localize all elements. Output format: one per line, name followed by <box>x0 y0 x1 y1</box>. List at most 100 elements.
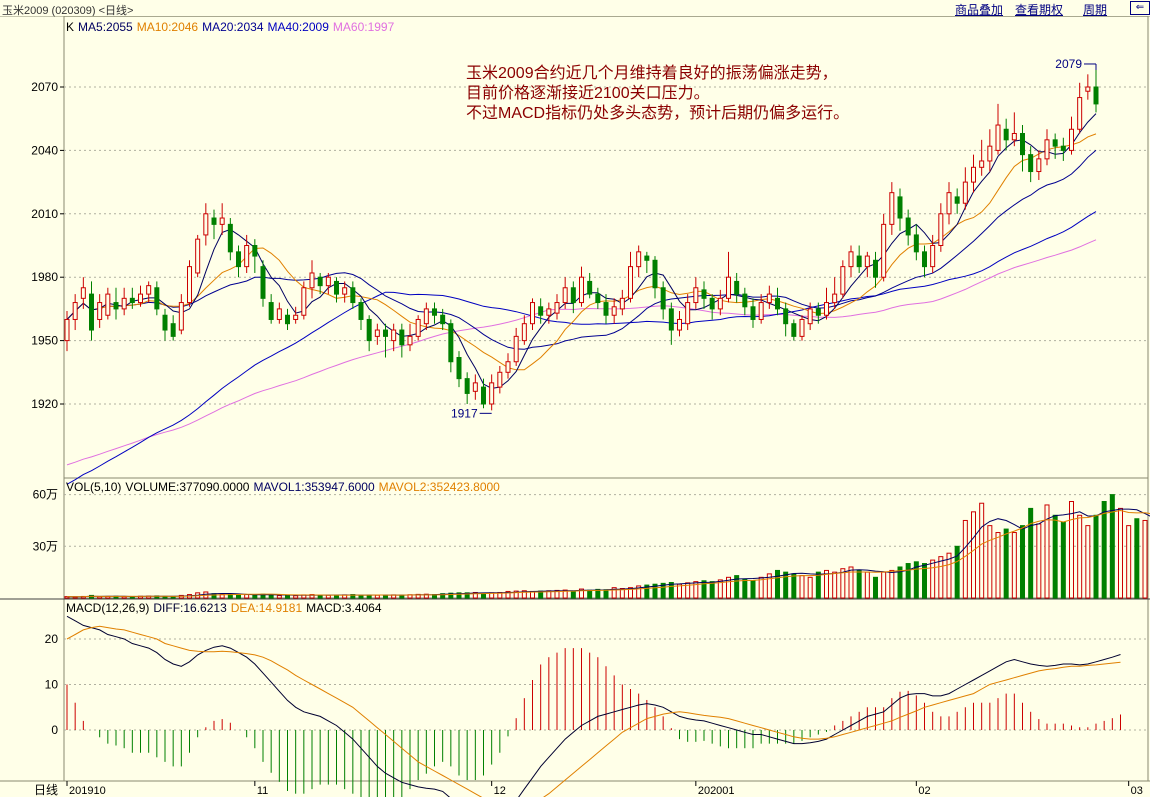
candle-body <box>644 255 650 261</box>
volume-bar <box>595 588 601 599</box>
candle-body <box>236 251 241 268</box>
candle-body <box>971 166 976 183</box>
price-tick-label: 1980 <box>31 270 58 284</box>
candle-body <box>317 276 323 287</box>
volume-bar <box>824 569 829 599</box>
candle-body <box>881 223 887 278</box>
candle-body <box>391 329 397 342</box>
volume-bar <box>636 585 642 599</box>
candle-body <box>170 323 176 337</box>
legends: K MA5:2055 MA10:2046 MA20:2034 MA40:2009 MA60… <box>66 20 500 615</box>
volume-bar <box>693 581 699 599</box>
view-options-link[interactable]: 查看期权 <box>1015 3 1064 17</box>
volume-bar <box>1011 532 1017 599</box>
volume-bar <box>962 519 968 599</box>
volume-bar <box>619 588 625 599</box>
back-arrow-icon[interactable]: ⇐ <box>1130 1 1150 15</box>
candle-body <box>187 266 192 304</box>
overlay-commodity-link[interactable]: 商品叠加 <box>955 3 1004 17</box>
candle-body <box>448 323 454 363</box>
candle-body <box>799 318 805 337</box>
candle-body <box>423 308 429 325</box>
candle-body <box>579 276 584 304</box>
candle-body <box>889 192 895 225</box>
chart-title: 玉米2009 (020309) <日线> <box>2 5 134 17</box>
volume-bar <box>1036 523 1042 599</box>
candle-body <box>775 297 780 310</box>
volume-bar <box>1134 518 1140 599</box>
volume-bar <box>1077 514 1083 599</box>
candle-body <box>685 302 691 325</box>
macd-legend-item: MACD(12,26,9) <box>66 601 149 615</box>
volume-bar <box>244 594 250 599</box>
candle-body <box>268 302 274 320</box>
candle-body <box>562 287 568 304</box>
candle-body <box>897 196 903 219</box>
candle-body <box>138 293 143 304</box>
volume-bar <box>611 587 617 599</box>
volume-bar <box>864 571 870 599</box>
candle-body <box>1085 86 1091 92</box>
volume-bar <box>766 573 772 599</box>
macd-legend-item: DEA:14.9181 <box>231 601 303 615</box>
volume-bar <box>930 559 936 599</box>
ma40-line <box>66 211 1097 485</box>
candle-body <box>121 297 127 310</box>
annotation-line: 玉米2009合约近几个月维持着良好的振荡偏涨走势， <box>466 64 838 82</box>
candle-body <box>709 297 715 310</box>
candle-body <box>538 306 544 316</box>
volume-bar <box>1093 514 1099 599</box>
annotation-line: 不过MACD指标仍处多头态势，预计后期仍偏多运行。 <box>466 104 849 122</box>
volume-bar <box>775 569 780 599</box>
volume-bar <box>1044 504 1050 599</box>
price-legend-item: MA10:2046 <box>137 20 199 34</box>
volume-bar <box>889 569 895 599</box>
candle-body <box>1052 139 1058 147</box>
volume-bar <box>293 595 299 599</box>
candle-body <box>848 251 854 268</box>
x-tick-label: 12 <box>494 785 506 797</box>
candle-body <box>677 318 682 331</box>
candle-body <box>832 293 838 304</box>
candle-body <box>505 361 511 373</box>
volume-bar <box>1069 501 1074 599</box>
volume-bar <box>628 587 633 599</box>
period-link[interactable]: 周期 <box>1083 3 1108 17</box>
price-legend: K MA5:2055 MA10:2046 MA20:2034 MA40:2009 MA60… <box>66 20 395 34</box>
volume-bar <box>946 552 952 599</box>
candle-body <box>129 297 135 304</box>
candle-body <box>815 308 821 316</box>
candle-body <box>611 306 617 316</box>
volume-bar <box>815 571 821 599</box>
candle-body <box>513 335 519 363</box>
candle-body <box>325 276 331 287</box>
volume-legend-item: MAVOL2:352423.8000 <box>379 480 501 494</box>
volume-bar <box>799 575 805 599</box>
volume-bar <box>848 566 854 599</box>
volume-bar <box>701 580 707 599</box>
candle-body <box>293 314 299 320</box>
candle-body <box>342 287 348 295</box>
volume-bar <box>456 592 462 599</box>
volume-bar <box>211 593 217 599</box>
candle-body <box>530 302 535 325</box>
volume-bar <box>1020 525 1025 599</box>
x-tick-label: 02 <box>918 785 930 797</box>
candle-body <box>358 302 364 320</box>
volume-bar <box>472 591 478 599</box>
candle-body <box>824 302 829 316</box>
candle-body <box>113 302 119 310</box>
low-label: 1917 <box>451 406 478 420</box>
candle-body <box>521 323 527 342</box>
macd-legend-item: DIFF:16.6213 <box>153 601 227 615</box>
candle-body <box>766 293 772 304</box>
price-legend-item: K <box>66 20 74 34</box>
candle-body <box>72 302 78 320</box>
candle-body <box>432 308 437 316</box>
ma10-line <box>66 133 1097 371</box>
candle-body <box>97 302 103 320</box>
volume-bar <box>709 581 715 599</box>
volume-bar <box>448 592 454 599</box>
volume-tick-label: 60万 <box>33 488 58 502</box>
candle-body <box>783 308 789 325</box>
